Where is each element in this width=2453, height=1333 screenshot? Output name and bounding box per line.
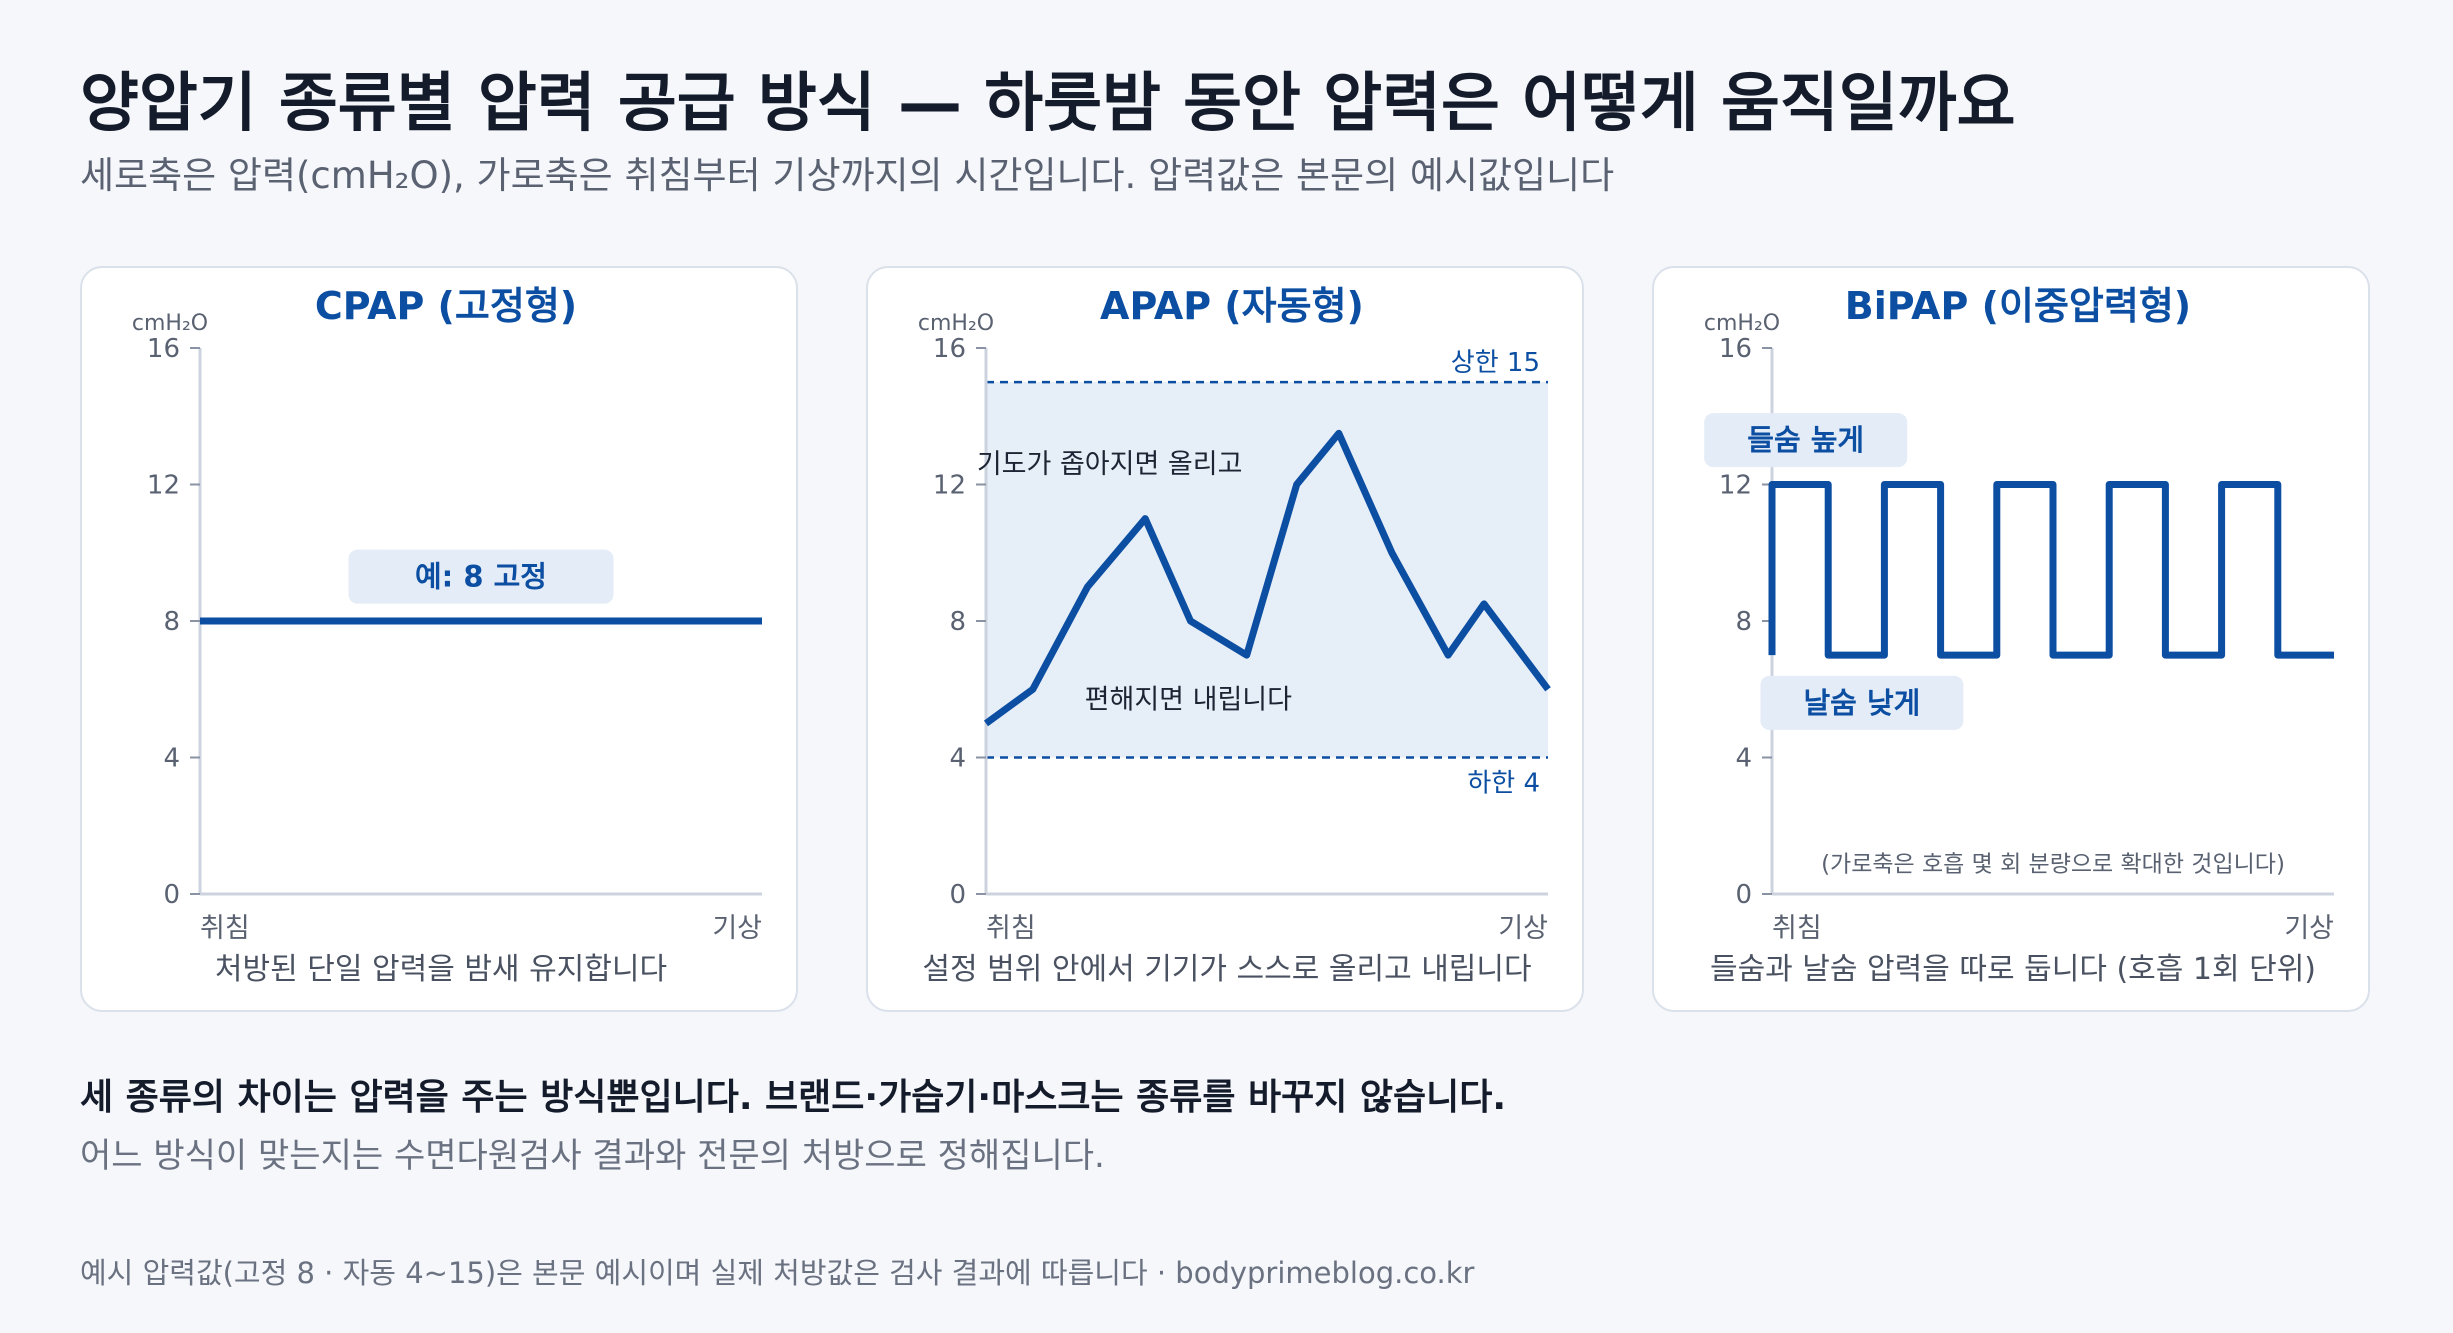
y-tick-label: 8 <box>949 607 966 637</box>
y-tick-label: 8 <box>163 607 180 637</box>
range-band <box>986 382 1548 758</box>
annotation-badge <box>1704 413 1908 468</box>
chart-title: BiPAP (이중압력형) <box>1845 284 2191 328</box>
y-tick-label: 4 <box>163 744 180 774</box>
x-end-label: 기상 <box>2284 913 2334 944</box>
x-end-label: 기상 <box>712 913 762 944</box>
y-tick-label: 0 <box>949 880 966 910</box>
upper-limit-label: 상한 15 <box>1451 348 1540 378</box>
note-text: 어느 방식이 맞는지는 수면다원검사 결과와 전문의 처방으로 정해집니다. <box>80 1136 1105 1176</box>
annotation-label: 들숨 높게 <box>1747 423 1864 457</box>
x-start-label: 취침 <box>200 913 250 944</box>
x-start-label: 취침 <box>986 913 1036 944</box>
y-tick-label: 0 <box>1735 880 1752 910</box>
page-subtitle: 세로축은 압력(cmH₂O), 가로축은 취침부터 기상까지의 시간입니다. 압… <box>80 154 1615 197</box>
y-tick-label: 12 <box>147 471 180 501</box>
annotation-label: 예: 8 고정 <box>415 560 547 594</box>
page-title: 양압기 종류별 압력 공급 방식 — 하룻밤 동안 압력은 어떻게 움직일까요 <box>80 67 2016 141</box>
chart-caption: 들숨과 날숨 압력을 따로 둡니다 (호흡 1회 단위) <box>1710 952 2316 987</box>
x-start-label: 취침 <box>1772 913 1822 944</box>
y-axis-unit-label: cmH₂O <box>1704 311 1780 336</box>
pressure-series-line <box>983 429 1551 727</box>
annotation-label: 편해지면 내립니다 <box>1085 684 1292 715</box>
annotation-label: 날숨 낮게 <box>1804 686 1921 720</box>
footer-text: 예시 압력값(고정 8 · 자동 4~15)은 본문 예시이며 실제 처방값은 … <box>80 1256 1475 1290</box>
y-axis-unit-label: cmH₂O <box>132 311 208 336</box>
pressure-series-line <box>1768 481 2334 659</box>
y-tick-label: 12 <box>1719 471 1752 501</box>
y-tick-label: 4 <box>1735 744 1752 774</box>
chart-caption: 설정 범위 안에서 기기가 스스로 올리고 내립니다 <box>922 952 1531 987</box>
annotation-note: (가로축은 호흡 몇 회 분량으로 확대한 것입니다) <box>1821 851 2285 877</box>
chart-title: CPAP (고정형) <box>315 284 577 328</box>
y-axis-unit-label: cmH₂O <box>918 311 994 336</box>
summary-text: 세 종류의 차이는 압력을 주는 방식뿐입니다. 브랜드·가습기·마스크는 종류… <box>80 1077 1507 1118</box>
annotation-badge <box>348 549 614 604</box>
y-tick-label: 16 <box>933 334 966 364</box>
y-tick-label: 4 <box>949 744 966 774</box>
y-tick-label: 12 <box>933 471 966 501</box>
y-tick-label: 16 <box>1719 334 1752 364</box>
x-end-label: 기상 <box>1498 913 1548 944</box>
y-tick-label: 8 <box>1735 607 1752 637</box>
y-tick-label: 16 <box>147 334 180 364</box>
y-tick-label: 0 <box>163 880 180 910</box>
chart-title: APAP (자동형) <box>1100 284 1364 328</box>
annotation-badge <box>1760 675 1964 730</box>
lower-limit-label: 하한 4 <box>1467 769 1540 799</box>
chart-caption: 처방된 단일 압력을 밤새 유지합니다 <box>215 952 667 987</box>
annotation-label: 기도가 좁아지면 올리고 <box>977 449 1243 480</box>
